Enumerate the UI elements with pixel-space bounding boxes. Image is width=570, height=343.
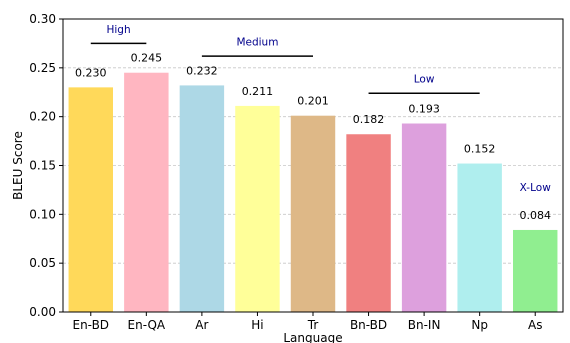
y-axis-label: BLEU Score [11,131,25,200]
x-tick-label: Bn-BD [350,318,387,332]
bar-hi [235,105,280,312]
x-tick-label: Bn-IN [408,318,441,332]
y-tick-label: 0.30 [29,12,56,26]
bar-value-label: 0.230 [75,66,107,79]
x-tick-label: As [528,318,542,332]
bar-en-bd [68,87,113,312]
bar-value-label: 0.152 [464,143,496,156]
bar-value-label: 0.084 [519,209,551,222]
y-tick-label: 0.00 [29,305,56,319]
x-tick-label: En-BD [72,318,109,332]
x-axis-label: Language [283,331,342,343]
group-label: High [106,24,130,36]
x-tick-label: Np [471,318,488,332]
bar-tr [290,115,336,312]
x-tick-label: Ar [195,318,208,332]
group-label: X-Low [520,182,552,194]
bar-value-label: 0.232 [186,64,218,77]
bars [68,72,558,313]
y-axis: 0.00 0.05 0.10 0.15 0.20 0.25 0.30 [29,12,63,319]
x-axis: En-BD En-QA Ar Hi Tr Bn-BD Bn-IN Np As [72,312,542,332]
bar-value-label: 0.201 [297,95,329,108]
y-tick-label: 0.15 [29,159,56,173]
bar-value-label: 0.182 [353,113,385,126]
y-tick-label: 0.20 [29,110,56,124]
y-tick-label: 0.10 [29,207,56,221]
x-tick-label: En-QA [128,318,166,332]
value-labels: 0.230 0.245 0.232 0.211 0.201 0.182 0.193 0.152… [75,52,551,222]
bar-ar [179,85,225,312]
bar-bn-in [401,123,447,313]
y-tick-label: 0.25 [29,61,56,75]
group-annotations: High Medium Low X-Low [90,24,552,194]
bar-bn-bd [346,134,391,312]
y-tick-label: 0.05 [29,256,56,270]
x-tick-label: Hi [251,318,263,332]
bar-value-label: 0.245 [131,52,163,65]
bar-as [513,229,558,312]
x-tick-label: Tr [307,318,319,332]
bar-np [457,163,502,312]
bar-en-qa [124,72,169,312]
group-label: Low [414,74,435,86]
group-label: Medium [236,36,278,48]
bar-value-label: 0.211 [242,85,274,98]
bar-value-label: 0.193 [408,103,440,116]
